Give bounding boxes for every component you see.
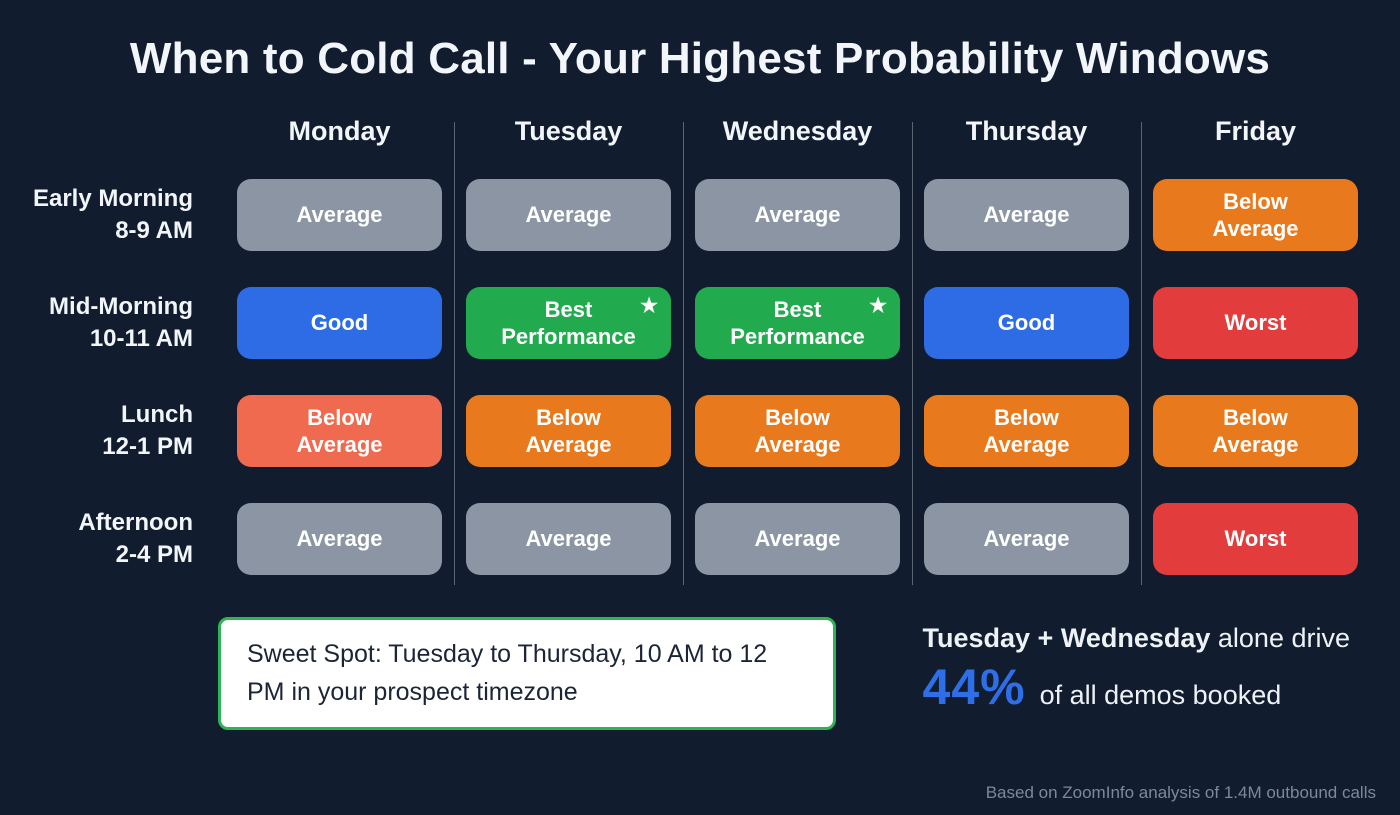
column-divider <box>683 122 684 585</box>
stats-percent: 44% <box>922 659 1026 715</box>
cell-wrap: Below Average <box>1141 377 1370 485</box>
row-label: Afternoon 2-4 PM <box>78 509 193 568</box>
source-attribution: Based on ZoomInfo analysis of 1.4M outbo… <box>985 783 1376 802</box>
cell-best: Best Performance ★ <box>695 287 900 359</box>
cell-average: Average <box>237 179 442 251</box>
column-divider <box>1141 122 1142 585</box>
stats-lead-bold: Tuesday + Wednesday <box>922 623 1211 653</box>
cell-label: Good <box>310 310 369 336</box>
cell-wrap: Average <box>454 485 683 593</box>
star-icon: ★ <box>869 295 887 317</box>
grid-corner <box>30 108 225 161</box>
cell-wrap: Average <box>912 485 1141 593</box>
cell-average: Average <box>466 179 671 251</box>
cell-label: Worst <box>1224 526 1287 552</box>
cell-label: Average <box>983 526 1070 552</box>
cell-label: Average <box>296 526 383 552</box>
cell-label: Below Average <box>1212 404 1299 458</box>
bottom-section: Sweet Spot: Tuesday to Thursday, 10 AM t… <box>30 593 1370 730</box>
cell-wrap: Average <box>912 161 1141 269</box>
cell-good: Good <box>924 287 1129 359</box>
cell-wrap: Good <box>225 269 454 377</box>
cell-label: Worst <box>1224 310 1287 336</box>
cell-label: Below Average <box>1212 188 1299 242</box>
cell-wrap: Average <box>683 161 912 269</box>
cell-label: Below Average <box>525 404 612 458</box>
stats-percent-line: 44% of all demos booked <box>923 658 1350 716</box>
cell-wrap: Best Performance ★ <box>454 269 683 377</box>
column-header-tuesday: Tuesday <box>514 116 623 146</box>
cell-label: Below Average <box>296 404 383 458</box>
star-icon: ★ <box>640 295 658 317</box>
cell-good: Good <box>237 287 442 359</box>
cell-wrap: Below Average <box>1141 161 1370 269</box>
cell-wrap: Average <box>225 161 454 269</box>
cell-worst: Worst <box>1153 287 1358 359</box>
cell-below_average: Below Average <box>1153 395 1358 467</box>
cell-below_average: Below Average <box>924 395 1129 467</box>
column-divider <box>912 122 913 585</box>
cell-label: Best Performance <box>501 296 636 350</box>
row-label: Early Morning 8-9 AM <box>32 185 193 244</box>
stats-block: Tuesday + Wednesday alone drive 44% of a… <box>923 617 1350 716</box>
stats-lead: Tuesday + Wednesday alone drive <box>923 623 1350 654</box>
cell-below_average_alt: Below Average <box>237 395 442 467</box>
column-header-wednesday: Wednesday <box>722 116 873 146</box>
cell-label: Average <box>754 202 841 228</box>
cell-label: Good <box>997 310 1056 336</box>
schedule-grid: Monday Tuesday Wednesday Thursday Friday Earl… <box>30 108 1370 593</box>
cell-wrap: Good <box>912 269 1141 377</box>
cell-average: Average <box>695 503 900 575</box>
cell-average: Average <box>237 503 442 575</box>
cell-below_average: Below Average <box>695 395 900 467</box>
cell-wrap: Average <box>683 485 912 593</box>
cell-below_average: Below Average <box>1153 179 1358 251</box>
sweet-spot-text: Sweet Spot: Tuesday to Thursday, 10 AM t… <box>247 640 768 706</box>
sweet-spot-callout: Sweet Spot: Tuesday to Thursday, 10 AM t… <box>218 617 836 730</box>
cell-average: Average <box>695 179 900 251</box>
cell-wrap: Below Average <box>225 377 454 485</box>
cell-average: Average <box>924 503 1129 575</box>
cell-label: Below Average <box>754 404 841 458</box>
cell-label: Best Performance <box>730 296 865 350</box>
row-label: Mid-Morning 10-11 AM <box>49 293 193 352</box>
cell-wrap: Below Average <box>912 377 1141 485</box>
cell-wrap: Below Average <box>454 377 683 485</box>
page-title: When to Cold Call - Your Highest Probabi… <box>129 34 1271 83</box>
cell-label: Average <box>525 526 612 552</box>
cell-average: Average <box>466 503 671 575</box>
cell-best: Best Performance ★ <box>466 287 671 359</box>
column-header-thursday: Thursday <box>965 116 1088 146</box>
column-divider <box>454 122 455 585</box>
cell-wrap: Worst <box>1141 485 1370 593</box>
cell-average: Average <box>924 179 1129 251</box>
stats-percent-suffix: of all demos booked <box>1039 680 1282 710</box>
row-label: Lunch 12-1 PM <box>102 401 193 460</box>
cell-wrap: Below Average <box>683 377 912 485</box>
cell-label: Average <box>983 202 1070 228</box>
cell-wrap: Worst <box>1141 269 1370 377</box>
column-header-friday: Friday <box>1214 116 1297 146</box>
cell-worst: Worst <box>1153 503 1358 575</box>
cell-wrap: Average <box>225 485 454 593</box>
cell-wrap: Average <box>454 161 683 269</box>
cell-wrap: Best Performance ★ <box>683 269 912 377</box>
cell-label: Below Average <box>983 404 1070 458</box>
column-header-monday: Monday <box>288 116 391 146</box>
cell-label: Average <box>754 526 841 552</box>
stats-lead-rest: alone drive <box>1217 623 1350 653</box>
cell-below_average: Below Average <box>466 395 671 467</box>
cell-label: Average <box>525 202 612 228</box>
schedule-grid-container: Monday Tuesday Wednesday Thursday Friday Earl… <box>30 108 1370 593</box>
cell-label: Average <box>296 202 383 228</box>
